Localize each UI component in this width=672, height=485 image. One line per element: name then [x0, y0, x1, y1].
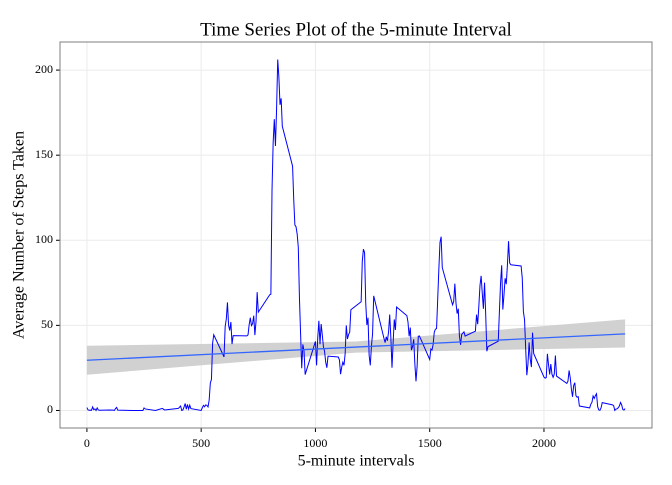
x-tick-label: 0 [84, 436, 90, 450]
trend-line [86, 333, 626, 361]
y-tick-label: 0 [47, 402, 53, 416]
data-line [86, 59, 626, 412]
chart-title: Time Series Plot of the 5-minute Interva… [200, 19, 512, 40]
y-axis-label: Average Number of Steps Taken [11, 131, 28, 339]
y-tick-label: 200 [35, 62, 53, 76]
plot-border [59, 41, 653, 429]
x-axis-label: 5-minute intervals [298, 453, 415, 470]
y-tick-label: 100 [35, 232, 53, 246]
x-tick-label: 500 [192, 436, 210, 450]
y-tick-label: 150 [35, 147, 53, 161]
x-tick-label: 2000 [532, 436, 556, 450]
x-tick-label: 1000 [303, 436, 327, 450]
x-tick-label: 1500 [418, 436, 442, 450]
y-tick-label: 50 [41, 317, 53, 331]
